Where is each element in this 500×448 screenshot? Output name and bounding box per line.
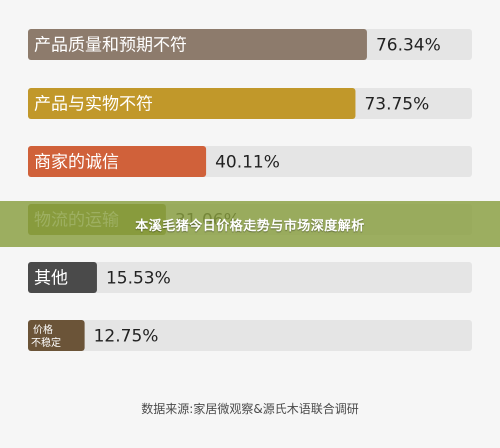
value-label: 76.34% <box>376 36 441 56</box>
bar <box>28 146 207 177</box>
category-label: 价格不稳定 <box>31 323 61 349</box>
bar <box>28 29 367 60</box>
bar-row: 商家的诚信 40.11% <box>28 146 472 177</box>
bar-track <box>28 320 472 351</box>
banner-title: 本溪毛猪今日价格走势与市场深度解析 <box>135 218 365 234</box>
bar-row: 价格不稳定 12.75% <box>28 320 472 351</box>
value-label: 12.75% <box>94 327 159 347</box>
bar-row: 产品质量和预期不符 76.34% <box>28 29 472 60</box>
bar-track <box>28 262 472 293</box>
bar-row: 产品与实物不符 73.75% <box>28 88 472 119</box>
bar <box>28 88 356 119</box>
value-label: 40.11% <box>215 153 280 173</box>
title-banner: 本溪毛猪今日价格走势与市场深度解析 <box>0 201 500 247</box>
category-label: 商家的诚信 <box>34 153 119 173</box>
bar <box>28 320 85 351</box>
category-label: 产品与实物不符 <box>34 95 153 115</box>
data-source-note: 数据来源:家居微观察&源氏木语联合调研 <box>141 402 359 416</box>
value-label: 73.75% <box>364 95 429 115</box>
value-label: 15.53% <box>106 269 171 289</box>
category-label: 其他 <box>34 269 68 289</box>
category-label: 产品质量和预期不符 <box>34 36 187 56</box>
bar-row: 其他 15.53% <box>28 262 472 293</box>
bar <box>28 262 97 293</box>
